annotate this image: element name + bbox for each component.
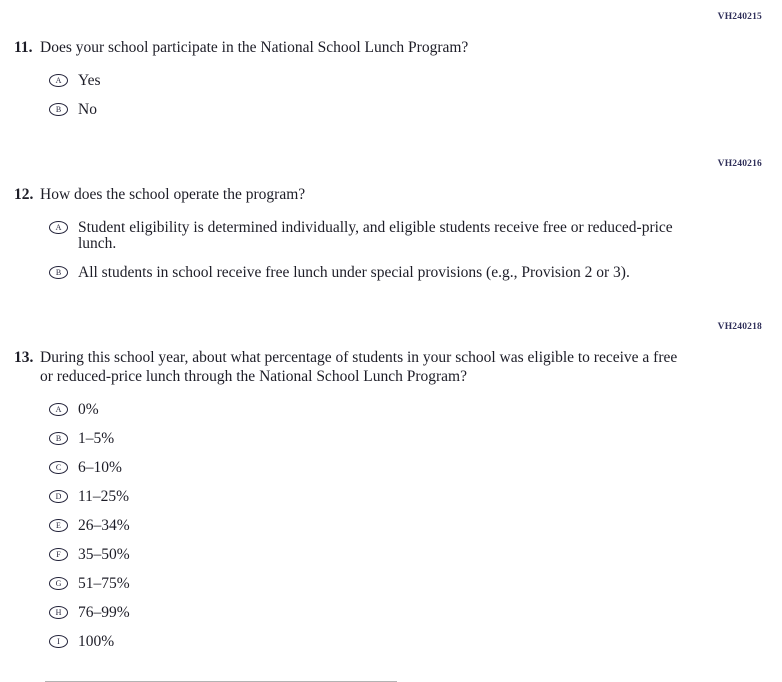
answer-oval-icon[interactable]: H bbox=[49, 606, 68, 619]
oval-letter: B bbox=[55, 104, 62, 114]
option-row[interactable]: B All students in school receive free lu… bbox=[49, 265, 782, 281]
question-number: 11. bbox=[14, 39, 33, 56]
option-row[interactable]: F 35–50% bbox=[49, 547, 782, 563]
option-label: 6–10% bbox=[78, 459, 122, 476]
oval-letter: D bbox=[55, 491, 62, 501]
oval-letter: I bbox=[57, 636, 60, 646]
answer-oval-icon[interactable]: F bbox=[49, 548, 68, 561]
oval-letter: E bbox=[56, 520, 61, 530]
option-label: 51–75% bbox=[78, 575, 130, 592]
option-label: 35–50% bbox=[78, 546, 130, 563]
option-label: 26–34% bbox=[78, 517, 130, 534]
option-row[interactable]: C 6–10% bbox=[49, 460, 782, 476]
option-label: 1–5% bbox=[78, 430, 115, 447]
option-label: 76–99% bbox=[78, 604, 130, 621]
option-label: 100% bbox=[78, 633, 115, 650]
question-text: During this school year, about what perc… bbox=[40, 349, 678, 385]
option-label: 0% bbox=[78, 401, 99, 418]
question-block: VH240216 12. How does the school operate… bbox=[0, 159, 782, 281]
answer-oval-icon[interactable]: C bbox=[49, 461, 68, 474]
oval-letter: H bbox=[55, 607, 62, 617]
option-row[interactable]: H 76–99% bbox=[49, 605, 782, 621]
oval-letter: C bbox=[55, 462, 62, 472]
oval-letter: B bbox=[55, 267, 62, 277]
option-label: Yes bbox=[78, 72, 101, 89]
question-number: 12. bbox=[14, 186, 34, 203]
option-row[interactable]: A Yes bbox=[49, 73, 782, 89]
question-accession-code: VH240215 bbox=[717, 12, 762, 22]
answer-oval-icon[interactable]: A bbox=[49, 74, 68, 87]
question-row: 11. Does your school participate in the … bbox=[0, 38, 782, 57]
question-row: 13. During this school year, about what … bbox=[0, 348, 782, 386]
option-row[interactable]: D 11–25% bbox=[49, 489, 782, 505]
oval-letter: G bbox=[55, 578, 62, 588]
oval-letter: A bbox=[55, 222, 62, 232]
option-row[interactable]: E 26–34% bbox=[49, 518, 782, 534]
question-accession-code: VH240216 bbox=[717, 159, 762, 169]
option-row[interactable]: A 0% bbox=[49, 402, 782, 418]
option-row[interactable]: G 51–75% bbox=[49, 576, 782, 592]
answer-oval-icon[interactable]: A bbox=[49, 403, 68, 416]
options-list: A 0% B 1–5% C 6–10% D 11–25% E 26–34% F … bbox=[0, 402, 782, 650]
option-label: No bbox=[78, 101, 97, 118]
options-list: A Yes B No bbox=[0, 73, 782, 118]
answer-oval-icon[interactable]: I bbox=[49, 635, 68, 648]
oval-letter: A bbox=[55, 75, 62, 85]
oval-letter: B bbox=[55, 433, 62, 443]
question-number: 13. bbox=[14, 349, 34, 366]
answer-oval-icon[interactable]: A bbox=[49, 221, 68, 234]
answer-oval-icon[interactable]: G bbox=[49, 577, 68, 590]
answer-oval-icon[interactable]: D bbox=[49, 490, 68, 503]
answer-oval-icon[interactable]: B bbox=[49, 266, 68, 279]
oval-letter: F bbox=[56, 549, 61, 559]
question-accession-code: VH240218 bbox=[717, 322, 762, 332]
answer-oval-icon[interactable]: B bbox=[49, 103, 68, 116]
answer-oval-icon[interactable]: B bbox=[49, 432, 68, 445]
questionnaire: VH240215 11. Does your school participat… bbox=[0, 12, 782, 650]
option-row[interactable]: B 1–5% bbox=[49, 431, 782, 447]
answer-oval-icon[interactable]: E bbox=[49, 519, 68, 532]
question-text: Does your school participate in the Nati… bbox=[40, 39, 469, 56]
question-row: 12. How does the school operate the prog… bbox=[0, 185, 782, 204]
question-block: VH240215 11. Does your school participat… bbox=[0, 12, 782, 118]
option-label: All students in school receive free lunc… bbox=[78, 264, 630, 281]
question-text: How does the school operate the program? bbox=[40, 186, 306, 203]
question-block: VH240218 13. During this school year, ab… bbox=[0, 322, 782, 650]
options-list: A Student eligibility is determined indi… bbox=[0, 220, 782, 281]
option-row[interactable]: I 100% bbox=[49, 634, 782, 650]
option-label: 11–25% bbox=[78, 488, 130, 505]
option-row[interactable]: A Student eligibility is determined indi… bbox=[49, 220, 782, 252]
option-row[interactable]: B No bbox=[49, 102, 782, 118]
oval-letter: A bbox=[55, 404, 62, 414]
option-label: Student eligibility is determined indivi… bbox=[78, 219, 673, 252]
